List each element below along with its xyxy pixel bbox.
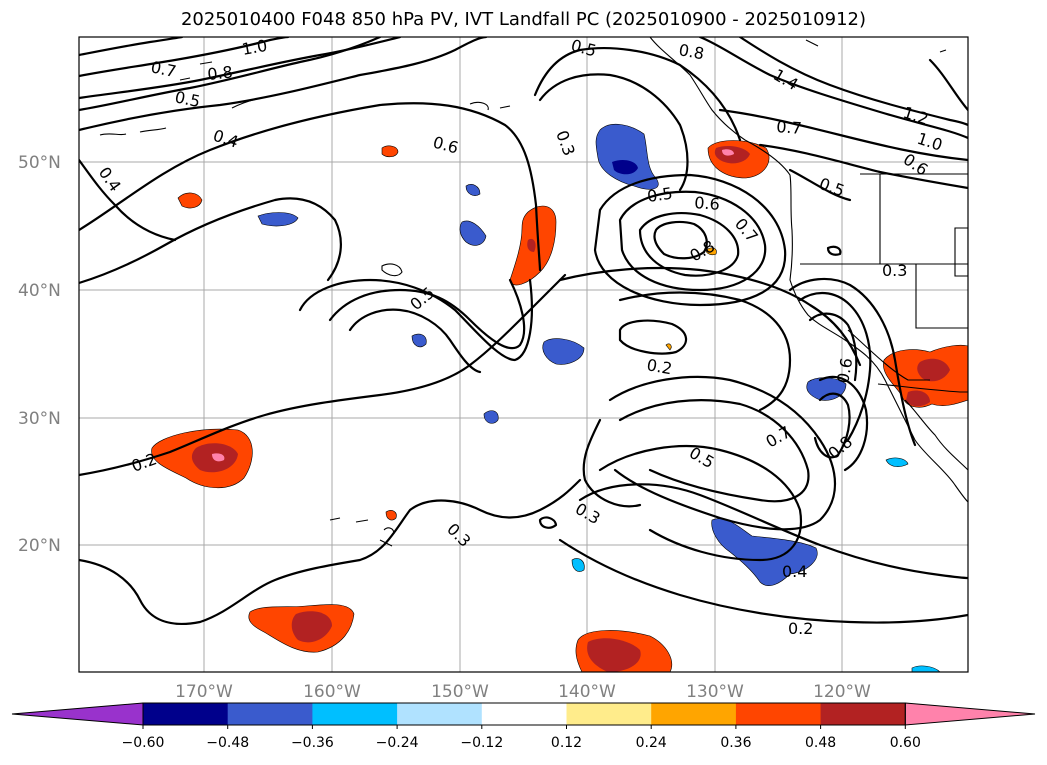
contour-label: 0.7: [149, 57, 178, 81]
colorbar-ticks: −0.60 −0.48 −0.36 −0.24 −0.12 0.12 0.24 0.36 0.4…: [122, 725, 921, 751]
pv-blob: [906, 390, 930, 407]
pv-blob: [527, 238, 536, 252]
longitude-labels: 170°W 160°W 150°W 140°W 130°W 120°W: [175, 682, 871, 702]
colorbar-cell: [227, 703, 313, 725]
lon-label-120w: 120°W: [813, 682, 871, 702]
pv-blob: [665, 343, 672, 351]
contour-label: 0.6: [833, 356, 856, 384]
contour-label: 1.0: [240, 36, 268, 59]
colorbar-tick-label: 0.60: [890, 735, 921, 751]
contour-label: 0.2: [788, 619, 813, 638]
contour-label: 1.0: [915, 129, 945, 155]
pv-blob: [711, 518, 818, 586]
lat-label-30n: 30°N: [18, 409, 61, 429]
colorbar-tick-label: −0.36: [291, 735, 334, 751]
pv-blob: [722, 149, 734, 156]
contour-label: 0.5: [406, 283, 438, 314]
pv-blob: [177, 192, 203, 209]
contour-label: 0.8: [677, 40, 705, 63]
pv-blob: [385, 510, 397, 521]
colorbar-cell: [566, 703, 652, 725]
colorbar-cell: [312, 703, 398, 725]
lat-label-40n: 40°N: [18, 281, 61, 301]
colorbar-tick-label: −0.24: [376, 735, 419, 751]
pv-blob: [612, 160, 638, 175]
contour-label: 0.7: [763, 422, 795, 451]
colorbar-extend-max: [904, 702, 1036, 726]
contour-label: 0.5: [569, 36, 599, 61]
pv-blob: [542, 338, 585, 365]
lon-label-130w: 130°W: [686, 682, 744, 702]
colorbar-cells: [11, 702, 1036, 726]
contour-label: 0.8: [206, 62, 233, 84]
colorbar-tick-label: 0.12: [551, 735, 582, 751]
lon-label-170w: 170°W: [175, 682, 233, 702]
pv-blob: [911, 665, 941, 672]
contour-label: 0.5: [173, 87, 202, 111]
pv-blob: [465, 184, 481, 196]
pv-blob: [459, 220, 487, 246]
contour-label: 0.3: [443, 519, 474, 550]
colorbar-tick-label: −0.12: [460, 735, 503, 751]
pv-blob: [381, 145, 399, 158]
colorbar-tick-label: 0.24: [636, 735, 667, 751]
contour-label: 0.6: [431, 133, 461, 158]
lon-label-140w: 140°W: [558, 682, 616, 702]
contour-label: 0.3: [882, 261, 907, 280]
pv-blob: [571, 558, 585, 572]
pv-blob: [483, 410, 499, 424]
contour-labels: 1.0 0.7 0.8 0.5 0.4 0.4 0.6 0.3 0.5 0.8 …: [95, 36, 945, 638]
pv-blob: [885, 457, 909, 467]
colorbar-cell: [735, 703, 822, 725]
colorbar-tick-label: 0.36: [720, 735, 751, 751]
pv-blob: [257, 212, 299, 227]
pv-blob: [917, 358, 950, 382]
colorbar-cell: [481, 703, 567, 725]
colorbar-cell: [651, 703, 737, 725]
contour-label: 0.4: [782, 562, 807, 581]
colorbar: −0.60 −0.48 −0.36 −0.24 −0.12 0.12 0.24 0.36 0.4…: [11, 702, 1036, 751]
pv-contours: [79, 37, 968, 626]
gridlines: [79, 37, 968, 672]
pv-blob: [705, 247, 717, 256]
colorbar-cell: [143, 703, 229, 725]
lon-label-160w: 160°W: [303, 682, 361, 702]
colorbar-cell: [820, 703, 906, 725]
pv-blob: [411, 333, 427, 348]
lat-label-20n: 20°N: [18, 536, 61, 556]
coastlines: [99, 37, 968, 547]
pv-blob: [595, 123, 659, 190]
pv-blob: [291, 611, 332, 643]
map-title: 2025010400 F048 850 hPa PV, IVT Landfall…: [180, 9, 867, 30]
contour-label: 0.3: [572, 499, 604, 528]
colorbar-tick-label: 0.48: [805, 735, 836, 751]
pv-blob: [212, 453, 225, 462]
contour-label: 0.8: [687, 236, 719, 265]
colorbar-outline: [142, 702, 906, 726]
pv-shading: [151, 123, 968, 672]
map-area: 1.0 0.7 0.8 0.5 0.4 0.4 0.6 0.3 0.5 0.8 …: [79, 36, 968, 672]
colorbar-tick-label: −0.60: [122, 735, 165, 751]
pv-blob: [587, 638, 641, 672]
contour-label: 0.6: [694, 193, 721, 214]
colorbar-extend-min: [11, 702, 144, 726]
latitude-labels: 50°N 40°N 30°N 20°N: [18, 153, 61, 556]
contour-label: 0.7: [776, 117, 803, 138]
colorbar-tick-label: −0.48: [206, 735, 249, 751]
lon-label-150w: 150°W: [431, 682, 489, 702]
colorbar-cell: [397, 703, 483, 725]
contour-label: 0.5: [646, 184, 674, 206]
contour-label: 0.2: [645, 355, 673, 378]
lat-label-50n: 50°N: [18, 153, 61, 173]
contour-label: 0.4: [95, 163, 125, 195]
contour-label: 0.3: [552, 128, 579, 158]
map-frame: [78, 36, 969, 673]
